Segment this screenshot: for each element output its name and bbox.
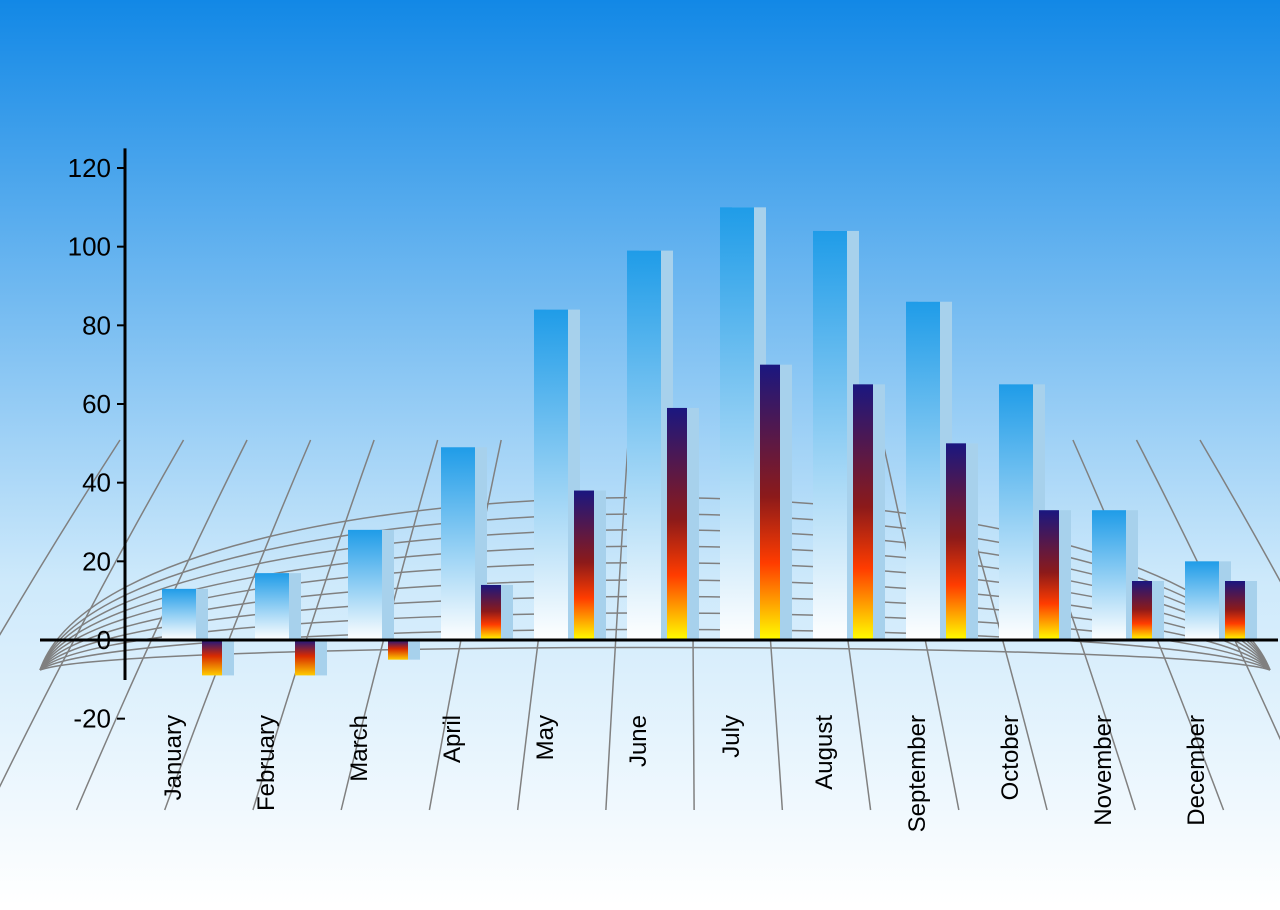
y-tick-label: 80 <box>82 310 111 340</box>
x-axis-label: August <box>811 715 838 790</box>
series2-bar <box>667 408 687 640</box>
series2-bar <box>481 585 501 640</box>
y-tick-label: 120 <box>68 153 111 183</box>
series1-bar <box>720 207 754 640</box>
series2-bar <box>760 365 780 640</box>
series1-bar <box>906 302 940 640</box>
x-axis-label: November <box>1090 715 1117 826</box>
series2-bar <box>1039 510 1059 640</box>
series2-bar <box>853 384 873 640</box>
y-tick-label: 0 <box>97 625 111 655</box>
series1-bar <box>534 310 568 640</box>
y-tick-label: 60 <box>82 389 111 419</box>
series1-bar <box>441 447 475 640</box>
series1-bar <box>627 251 661 640</box>
x-axis-label: July <box>718 715 745 758</box>
x-axis-label: December <box>1183 715 1210 826</box>
y-tick-label: 100 <box>68 232 111 262</box>
x-axis-label: March <box>346 715 373 782</box>
series1-bar <box>1185 561 1219 640</box>
series1-bar <box>348 530 382 640</box>
series1-bar <box>1092 510 1126 640</box>
series2-bar <box>388 640 408 660</box>
series2-bar <box>1132 581 1152 640</box>
x-axis-label: June <box>625 715 652 767</box>
series2-bar <box>202 640 222 675</box>
series2-bar <box>1225 581 1245 640</box>
series2-bar <box>574 491 594 640</box>
y-tick-label: -20 <box>73 704 111 734</box>
x-axis-label: September <box>904 715 931 832</box>
x-axis-label: October <box>997 715 1024 800</box>
y-tick-label: 20 <box>82 546 111 576</box>
series1-bar <box>813 231 847 640</box>
y-tick-label: 40 <box>82 468 111 498</box>
x-axis-label: April <box>439 715 466 763</box>
series2-bar <box>295 640 315 675</box>
x-axis-label: January <box>160 715 187 800</box>
series1-bar <box>255 573 289 640</box>
x-axis-label: May <box>532 715 559 760</box>
x-axis-label: February <box>253 715 280 811</box>
series1-bar <box>162 589 196 640</box>
monthly-bar-chart: -20 0 20 40 60 80 100 120 January February March A… <box>0 0 1280 905</box>
series2-bar <box>946 443 966 640</box>
series1-bar <box>999 384 1033 640</box>
